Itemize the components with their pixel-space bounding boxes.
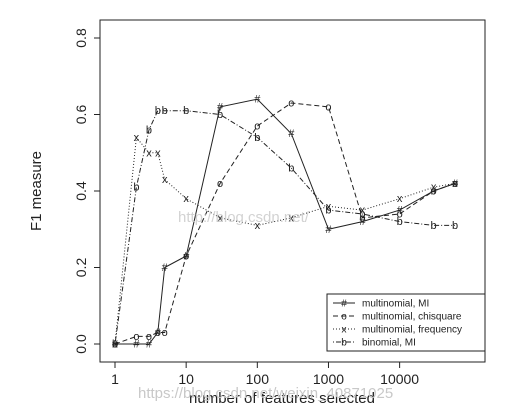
data-point: o xyxy=(325,101,331,113)
data-point: # xyxy=(133,339,140,351)
data-point: x xyxy=(217,212,223,224)
x-tick-label: 1 xyxy=(111,371,119,387)
legend: # multinomial, MI o multinomial, chisquare x… xyxy=(326,293,486,352)
data-point: # xyxy=(288,128,295,140)
axis-layer: 1 10 100 1000 10000 0.0 0.2 0.4 0.6 0.8 xyxy=(73,28,419,387)
data-point: x xyxy=(360,205,366,217)
data-point: # xyxy=(359,216,366,228)
data-point: o xyxy=(162,327,168,339)
data-point: b xyxy=(397,216,403,228)
data-point: # xyxy=(112,339,119,351)
data-point: x xyxy=(289,212,295,224)
legend-label: multinomial, frequency xyxy=(362,325,462,336)
data-point: o xyxy=(431,186,437,198)
x-tick-label: 10000 xyxy=(380,371,419,387)
x-tick-label: 1000 xyxy=(313,371,344,387)
data-point: x xyxy=(162,174,168,186)
legend-marker: b xyxy=(341,338,347,349)
data-point: o xyxy=(217,178,223,190)
data-point: o xyxy=(452,178,458,190)
data-point: b xyxy=(431,220,437,232)
data-point: b xyxy=(452,220,458,232)
data-point: x xyxy=(146,147,152,159)
x-tick-label: 100 xyxy=(246,371,270,387)
series-line xyxy=(114,110,455,345)
data-point: x xyxy=(112,339,118,351)
data-point: b xyxy=(325,205,331,217)
data-point: b xyxy=(254,132,260,144)
data-point: x xyxy=(255,220,261,232)
data-point: x xyxy=(431,182,437,194)
data-point: o xyxy=(397,208,403,220)
y-tick-label: 0.4 xyxy=(73,181,89,201)
data-point: o xyxy=(133,331,139,343)
data-point: # xyxy=(183,251,190,263)
data-point: x xyxy=(452,178,458,190)
y-axis-title: F1 measure xyxy=(28,151,45,231)
series-0: # # ############ xyxy=(112,94,459,351)
y-tick-label: 0.0 xyxy=(73,334,89,354)
data-point: o xyxy=(288,98,294,110)
data-point: o xyxy=(112,339,118,351)
data-point: x xyxy=(397,193,403,205)
legend-label: multinomial, chisquare xyxy=(362,312,462,323)
data-point: # xyxy=(325,224,332,236)
data-point: b xyxy=(217,109,223,121)
x-tick-label: 10 xyxy=(178,371,194,387)
data-point: o xyxy=(254,120,260,132)
data-point: x xyxy=(326,201,332,213)
data-point: x xyxy=(155,147,161,159)
data-point: x xyxy=(183,193,189,205)
series-line xyxy=(115,98,456,345)
data-point: b xyxy=(146,124,152,136)
data-point: # xyxy=(217,101,224,113)
data-point: b xyxy=(155,105,161,117)
legend-label: multinomial, MI xyxy=(362,299,429,310)
series-line xyxy=(114,102,456,345)
data-point: # xyxy=(431,186,438,198)
data-point: b xyxy=(183,105,189,117)
data-point: # xyxy=(155,327,162,339)
legend-marker: x xyxy=(342,325,347,336)
data-point: b xyxy=(288,163,294,175)
data-point: o xyxy=(155,327,161,339)
watermark-center: http://blog.csdn.net/ xyxy=(178,209,310,226)
y-tick-label: 0.2 xyxy=(73,258,89,278)
data-point: # xyxy=(146,339,153,351)
legend-marker: # xyxy=(341,299,347,310)
data-point: o xyxy=(183,251,189,263)
data-point: # xyxy=(254,94,261,106)
y-tick-label: 0.6 xyxy=(73,105,89,125)
data-point: # xyxy=(397,205,404,217)
y-tick-label: 0.8 xyxy=(73,28,89,48)
data-point: o xyxy=(359,212,365,224)
data-point: b xyxy=(112,339,118,351)
data-point: b xyxy=(359,208,365,220)
legend-marker: o xyxy=(341,312,347,323)
data-point: # xyxy=(162,262,169,274)
data-point: o xyxy=(146,331,152,343)
data-point: b xyxy=(133,182,139,194)
x-axis-title: number of features selected xyxy=(189,390,375,407)
data-point: x xyxy=(134,132,140,144)
watermark: https://blog.csdn.net/weixin_40871025 xyxy=(138,385,393,402)
legend-label: binomial, MI xyxy=(362,338,416,349)
data-point: b xyxy=(162,105,168,117)
data-point: # xyxy=(452,178,459,190)
